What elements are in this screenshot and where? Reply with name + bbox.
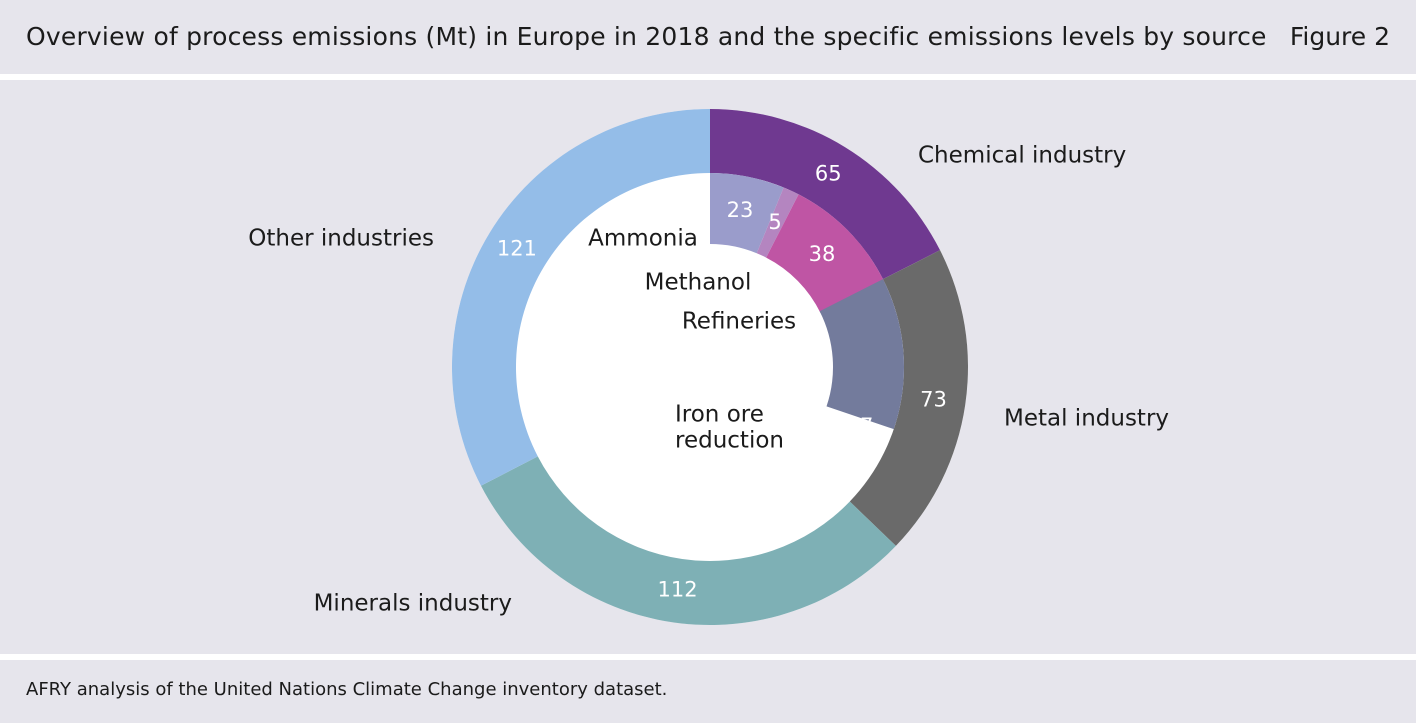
inner-slice-methanol — [756, 187, 799, 258]
inner-value-label-ammonia: 23 — [727, 198, 754, 222]
slice-metal-industry — [849, 250, 969, 546]
inner-slice-ammonia — [710, 173, 784, 254]
inner-category-label-iron-ore-reduction-0: Iron ore — [675, 402, 764, 428]
inner-category-label-refineries: Refineries — [682, 309, 796, 335]
category-label-chemical-industry: Chemical industry — [918, 143, 1126, 169]
category-label-minerals-industry: Minerals industry — [314, 591, 512, 617]
value-label-chemical-industry: 65 — [815, 161, 842, 185]
inner-category-label-methanol: Methanol — [645, 270, 752, 296]
figure-number: Figure 2 — [1289, 22, 1390, 51]
slice-minerals-industry — [480, 456, 896, 625]
inner-value-label-refineries: 38 — [809, 242, 836, 266]
slice-other-industries — [452, 109, 710, 486]
donut-chart: 65 Chemical industry 73 Metal industry 112 Mi… — [248, 109, 1169, 625]
header-bar: Overview of process emissions (Mt) in Eu… — [0, 0, 1416, 74]
inner-value-label-methanol: 5 — [768, 210, 781, 234]
inner-category-label-ammonia: Ammonia — [588, 226, 698, 252]
inner-value-label-iron-ore-reduction: 47 — [847, 414, 874, 438]
chart-title: Overview of process emissions (Mt) in Eu… — [26, 22, 1267, 51]
chart-panel: 65 Chemical industry 73 Metal industry 112 Mi… — [0, 80, 1416, 654]
slice-chemical-industry — [710, 109, 941, 280]
value-label-metal-industry: 73 — [920, 387, 947, 411]
inner-slice-refineries — [766, 194, 885, 314]
footer-bar: AFRY analysis of the United Nations Clim… — [0, 660, 1416, 723]
value-label-other-industries: 121 — [497, 237, 537, 261]
value-label-minerals-industry: 112 — [658, 578, 698, 602]
inner-category-label-iron-ore-reduction-1: reduction — [675, 428, 784, 454]
category-label-metal-industry: Metal industry — [1004, 406, 1169, 432]
source-note: AFRY analysis of the United Nations Clim… — [26, 679, 668, 700]
category-label-other-industries: Other industries — [248, 226, 434, 252]
inner-slice-iron-ore-reduction — [819, 279, 904, 430]
